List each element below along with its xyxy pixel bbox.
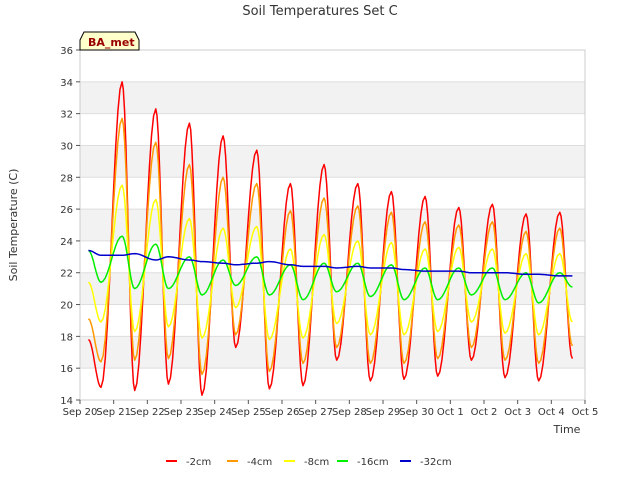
- series-line-minus-32cm: [88, 249, 573, 277]
- background-bands: [80, 81, 585, 369]
- y-tick-label: 32: [60, 110, 73, 121]
- series-line-minus-16cm: [88, 235, 573, 304]
- y-axis-label: Soil Temperature (C): [7, 169, 20, 282]
- x-tick-label: Sep 25: [231, 407, 266, 418]
- x-tick-label: Sep 29: [366, 407, 401, 418]
- x-tick-label: Oct 1: [437, 407, 464, 418]
- background-band: [80, 145, 585, 178]
- y-tick-label: 36: [60, 46, 73, 57]
- y-tick-label: 16: [60, 364, 73, 375]
- plot-frame: [79, 49, 586, 401]
- y-tick-label: 28: [60, 173, 73, 184]
- y-tick-label: 24: [60, 237, 73, 248]
- y-tick-label: 20: [60, 301, 73, 312]
- x-tick-label: Oct 5: [572, 407, 599, 418]
- x-tick-label: Sep 23: [164, 407, 199, 418]
- background-band: [80, 209, 585, 241]
- y-tick-label: 14: [60, 396, 73, 407]
- legend-label: -16cm: [357, 457, 389, 468]
- legend: -2cm -4cm -8cm -16cm -32cm: [166, 457, 452, 468]
- x-tick-label: Sep 20: [63, 407, 98, 418]
- y-tick-label: 18: [60, 332, 73, 343]
- x-tick-label: Sep 22: [130, 407, 165, 418]
- annotation-box: BA_met: [79, 31, 140, 51]
- x-tick-label: Sep 21: [96, 407, 131, 418]
- x-tick-label: Sep 28: [332, 407, 367, 418]
- x-tick-label: Sep 24: [197, 407, 232, 418]
- x-axis-label: Time: [553, 423, 581, 436]
- legend-label: -32cm: [420, 457, 452, 468]
- y-tick-label: 22: [60, 269, 73, 280]
- y-tick-label: 30: [60, 141, 73, 152]
- chart-title: Soil Temperatures Set C: [242, 4, 397, 19]
- legend-label: -8cm: [304, 457, 329, 468]
- y-tick-label: 34: [60, 78, 73, 89]
- y-tick-label: 26: [60, 205, 73, 216]
- legend-label: -4cm: [247, 457, 272, 468]
- series-lines: [87, 81, 574, 396]
- legend-label: -2cm: [186, 457, 211, 468]
- y-axis: 14 16 18 20 22 24 26 28 30 32 34 36: [60, 46, 80, 407]
- x-tick-label: Oct 4: [538, 407, 565, 418]
- annotation-label: BA_met: [88, 36, 135, 49]
- x-tick-label: Oct 2: [471, 407, 498, 418]
- x-tick-label: Sep 27: [298, 407, 333, 418]
- x-tick-label: Sep 26: [265, 407, 300, 418]
- background-band: [80, 81, 585, 114]
- x-tick-label: Sep 30: [399, 407, 434, 418]
- x-tick-label: Oct 3: [504, 407, 531, 418]
